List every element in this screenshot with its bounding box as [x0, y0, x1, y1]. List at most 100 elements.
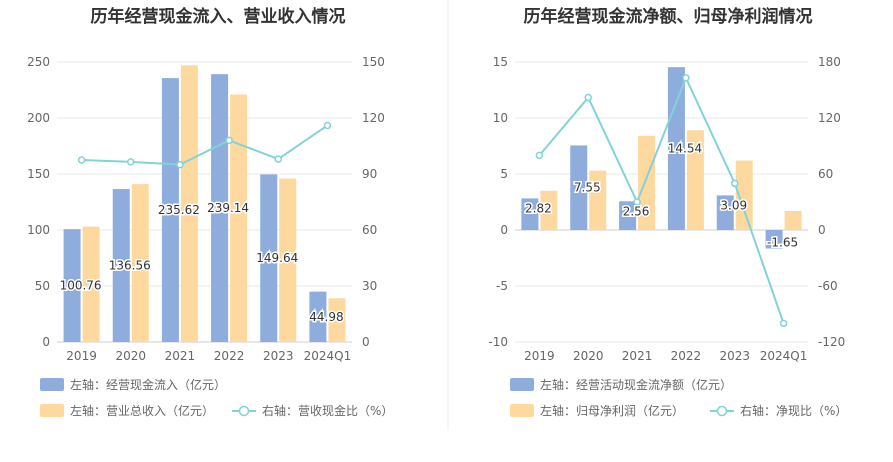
y-right-tick-label: 60	[818, 167, 833, 181]
line-series	[81, 124, 328, 166]
line-point	[176, 160, 184, 169]
x-tick-label: 2022	[214, 349, 245, 363]
legend-label: 左轴：归母净利润（亿元）	[540, 403, 684, 418]
bar-2	[131, 184, 149, 342]
x-tick-label: 2019	[524, 349, 555, 363]
bar-2	[230, 94, 248, 342]
bar-1	[63, 229, 81, 342]
line-point	[633, 198, 641, 206]
data-label: 235.62	[158, 203, 200, 217]
data-label: 136.56	[109, 259, 151, 273]
bar-1	[765, 230, 783, 249]
y-right-tick-label: 0	[818, 223, 826, 237]
y-right-tick-label: 60	[362, 223, 377, 237]
legend-label: 左轴：经营活动现金流净额（亿元）	[540, 377, 732, 392]
y-left-tick-label: 50	[35, 279, 50, 293]
legend-label: 右轴：净现比（%）	[740, 403, 847, 418]
y-left-tick-label: 0	[42, 335, 50, 349]
legend-swatch	[716, 405, 728, 417]
data-label: 14.54	[668, 142, 702, 156]
bar-2	[328, 298, 346, 342]
legend-label: 左轴：经营现金流入（亿元）	[70, 377, 226, 392]
data-label: -1.65	[767, 235, 798, 249]
bar-2	[589, 170, 607, 230]
legend-swatch	[510, 378, 534, 391]
y-left-tick-label: -10	[488, 335, 508, 349]
x-tick-label: 2023	[719, 349, 750, 363]
bar-2	[735, 160, 753, 230]
line-point	[323, 121, 332, 130]
legend-swatch	[510, 404, 534, 417]
legend-swatch	[238, 405, 250, 417]
x-tick-label: 2024Q1	[760, 349, 808, 363]
legend-swatch	[40, 404, 64, 417]
y-right-tick-label: 180	[818, 55, 841, 69]
line-point	[535, 151, 544, 160]
x-tick-label: 2021	[165, 349, 196, 363]
line-point	[225, 136, 233, 145]
y-left-tick-label: 250	[27, 55, 50, 69]
x-tick-label: 2021	[622, 349, 653, 363]
data-label: 149.64	[256, 251, 298, 265]
data-label: 100.76	[60, 279, 102, 293]
bar-2	[784, 210, 802, 230]
y-right-tick-label: 150	[362, 55, 385, 69]
y-right-tick-label: -120	[818, 335, 845, 349]
y-right-tick-label: 120	[362, 111, 385, 125]
chart-title: 历年经营现金流净额、归母净利润情况	[524, 6, 813, 27]
y-right-tick-label: 90	[362, 167, 377, 181]
x-tick-label: 2020	[573, 349, 604, 363]
x-tick-label: 2023	[263, 349, 294, 363]
chart-panel-1: 历年经营现金流入、营业收入情况 0 50 100 150 200 250 0 30 60 90 120…	[27, 6, 393, 418]
legend-label: 右轴：营收现金比（%）	[262, 403, 393, 418]
y-left-tick-label: 0	[500, 223, 508, 237]
y-left-tick-label: 100	[27, 223, 50, 237]
line-point	[77, 156, 86, 164]
y-right-tick-label: 0	[362, 335, 370, 349]
data-label: 44.98	[309, 310, 343, 324]
legend-swatch	[40, 378, 64, 391]
bar-2	[279, 178, 297, 342]
bar-1	[570, 145, 588, 230]
line-point	[682, 74, 690, 82]
data-label: 7.55	[574, 181, 601, 195]
y-left-tick-label: 15	[493, 55, 508, 69]
data-label: 2.82	[525, 201, 552, 215]
data-label: 2.56	[623, 204, 650, 218]
y-right-tick-label: 120	[818, 111, 841, 125]
bar-2	[540, 190, 558, 230]
bar-2	[638, 135, 656, 230]
y-left-tick-label: 10	[493, 111, 508, 125]
chart-panel-2: 历年经营现金流净额、归母净利润情况 -10 -5 0 5 10 15 -120 -60 0 60 12…	[488, 6, 847, 418]
y-right-tick-label: 30	[362, 279, 377, 293]
y-right-tick-label: -60	[818, 279, 838, 293]
bar-2	[180, 65, 198, 343]
bar-1	[716, 195, 734, 230]
bar-1	[161, 78, 179, 343]
bar-1	[260, 174, 278, 342]
bar-1	[667, 67, 685, 230]
y-left-tick-label: 150	[27, 167, 50, 181]
y-left-tick-label: 5	[500, 167, 508, 181]
bar-1	[619, 201, 637, 230]
bar-1	[309, 291, 327, 342]
line-point	[584, 93, 592, 102]
y-left-tick-label: -5	[496, 279, 508, 293]
x-tick-label: 2020	[115, 349, 146, 363]
x-tick-label: 2024Q1	[304, 349, 352, 363]
bar-1	[521, 198, 539, 230]
bar-2	[686, 130, 704, 230]
legend-label: 左轴：营业总收入（亿元）	[70, 403, 214, 418]
data-label: 239.14	[207, 201, 249, 215]
line-point	[779, 319, 788, 328]
x-tick-label: 2022	[671, 349, 702, 363]
bar-1	[112, 189, 130, 342]
line-series	[538, 75, 785, 324]
line-point	[731, 179, 739, 188]
bar-1	[211, 74, 229, 342]
line-point	[127, 158, 135, 166]
line-point	[274, 155, 282, 163]
y-left-tick-label: 200	[27, 111, 50, 125]
data-label: 3.09	[720, 198, 747, 212]
